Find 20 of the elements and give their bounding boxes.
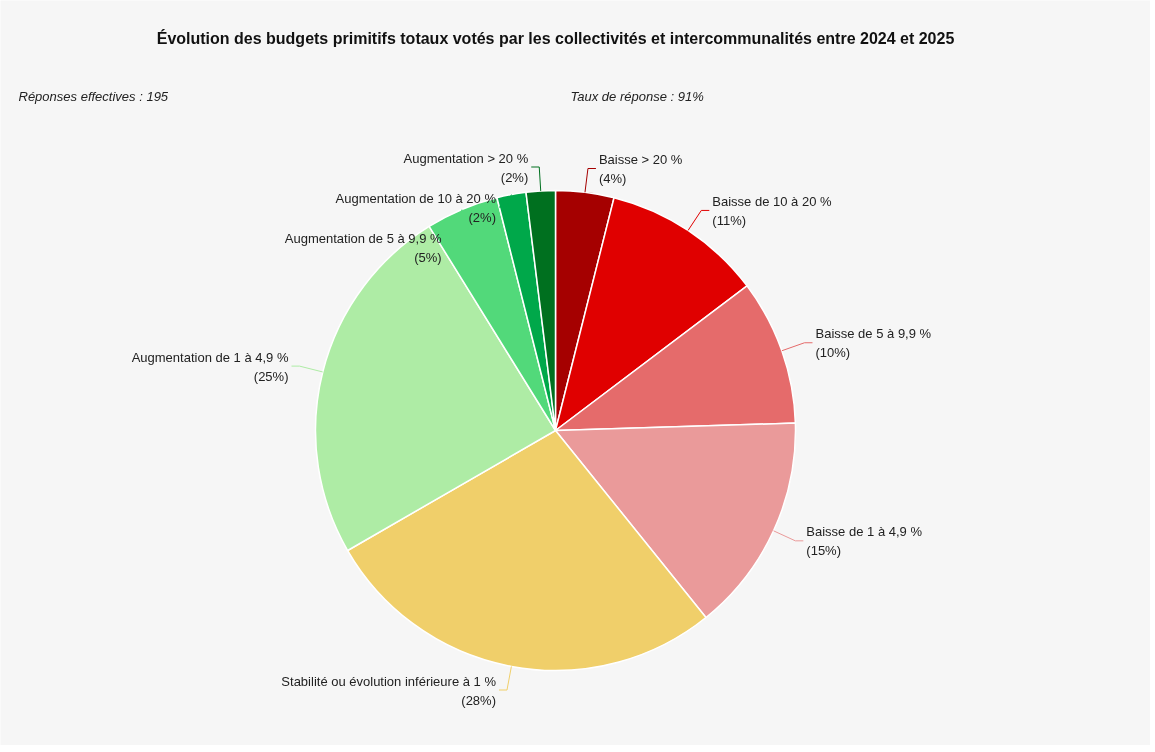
data-label: (2%) [500, 169, 529, 185]
slice-label: Augmentation > 20 % [403, 150, 529, 166]
slice-label: Baisse de 10 à 20 % [712, 193, 833, 209]
data-label: (25%) [253, 368, 289, 384]
data-label: (5%) [414, 249, 442, 265]
slice-label: Augmentation de 1 à 4,9 % [131, 349, 289, 365]
slice-label: Baisse de 5 à 9,9 % [815, 326, 932, 342]
slice-label: Baisse > 20 % [598, 152, 683, 167]
data-label: (11%) [712, 212, 747, 228]
data-label: (4%) [598, 171, 627, 186]
data-label: (28%) [461, 692, 496, 708]
slice-label: Baisse de 1 à 4,9 % [806, 524, 923, 540]
data-label: (15%) [806, 543, 842, 559]
text: Réponses effectives : 195 [18, 89, 169, 104]
data-label: (2%) [468, 209, 496, 225]
chart-title: Évolution des budgets primitifs totaux votés par les collectivités et intercommunalités entre 2024 et 2025 [156, 29, 955, 47]
slice-label: Augmentation de 5 à 9,9 % [284, 230, 443, 246]
text: Taux de réponse : 91% [570, 89, 704, 104]
data-label: (10%) [815, 345, 851, 361]
slice-label: Stabilité ou évolution inférieure à 1 % [281, 673, 497, 689]
